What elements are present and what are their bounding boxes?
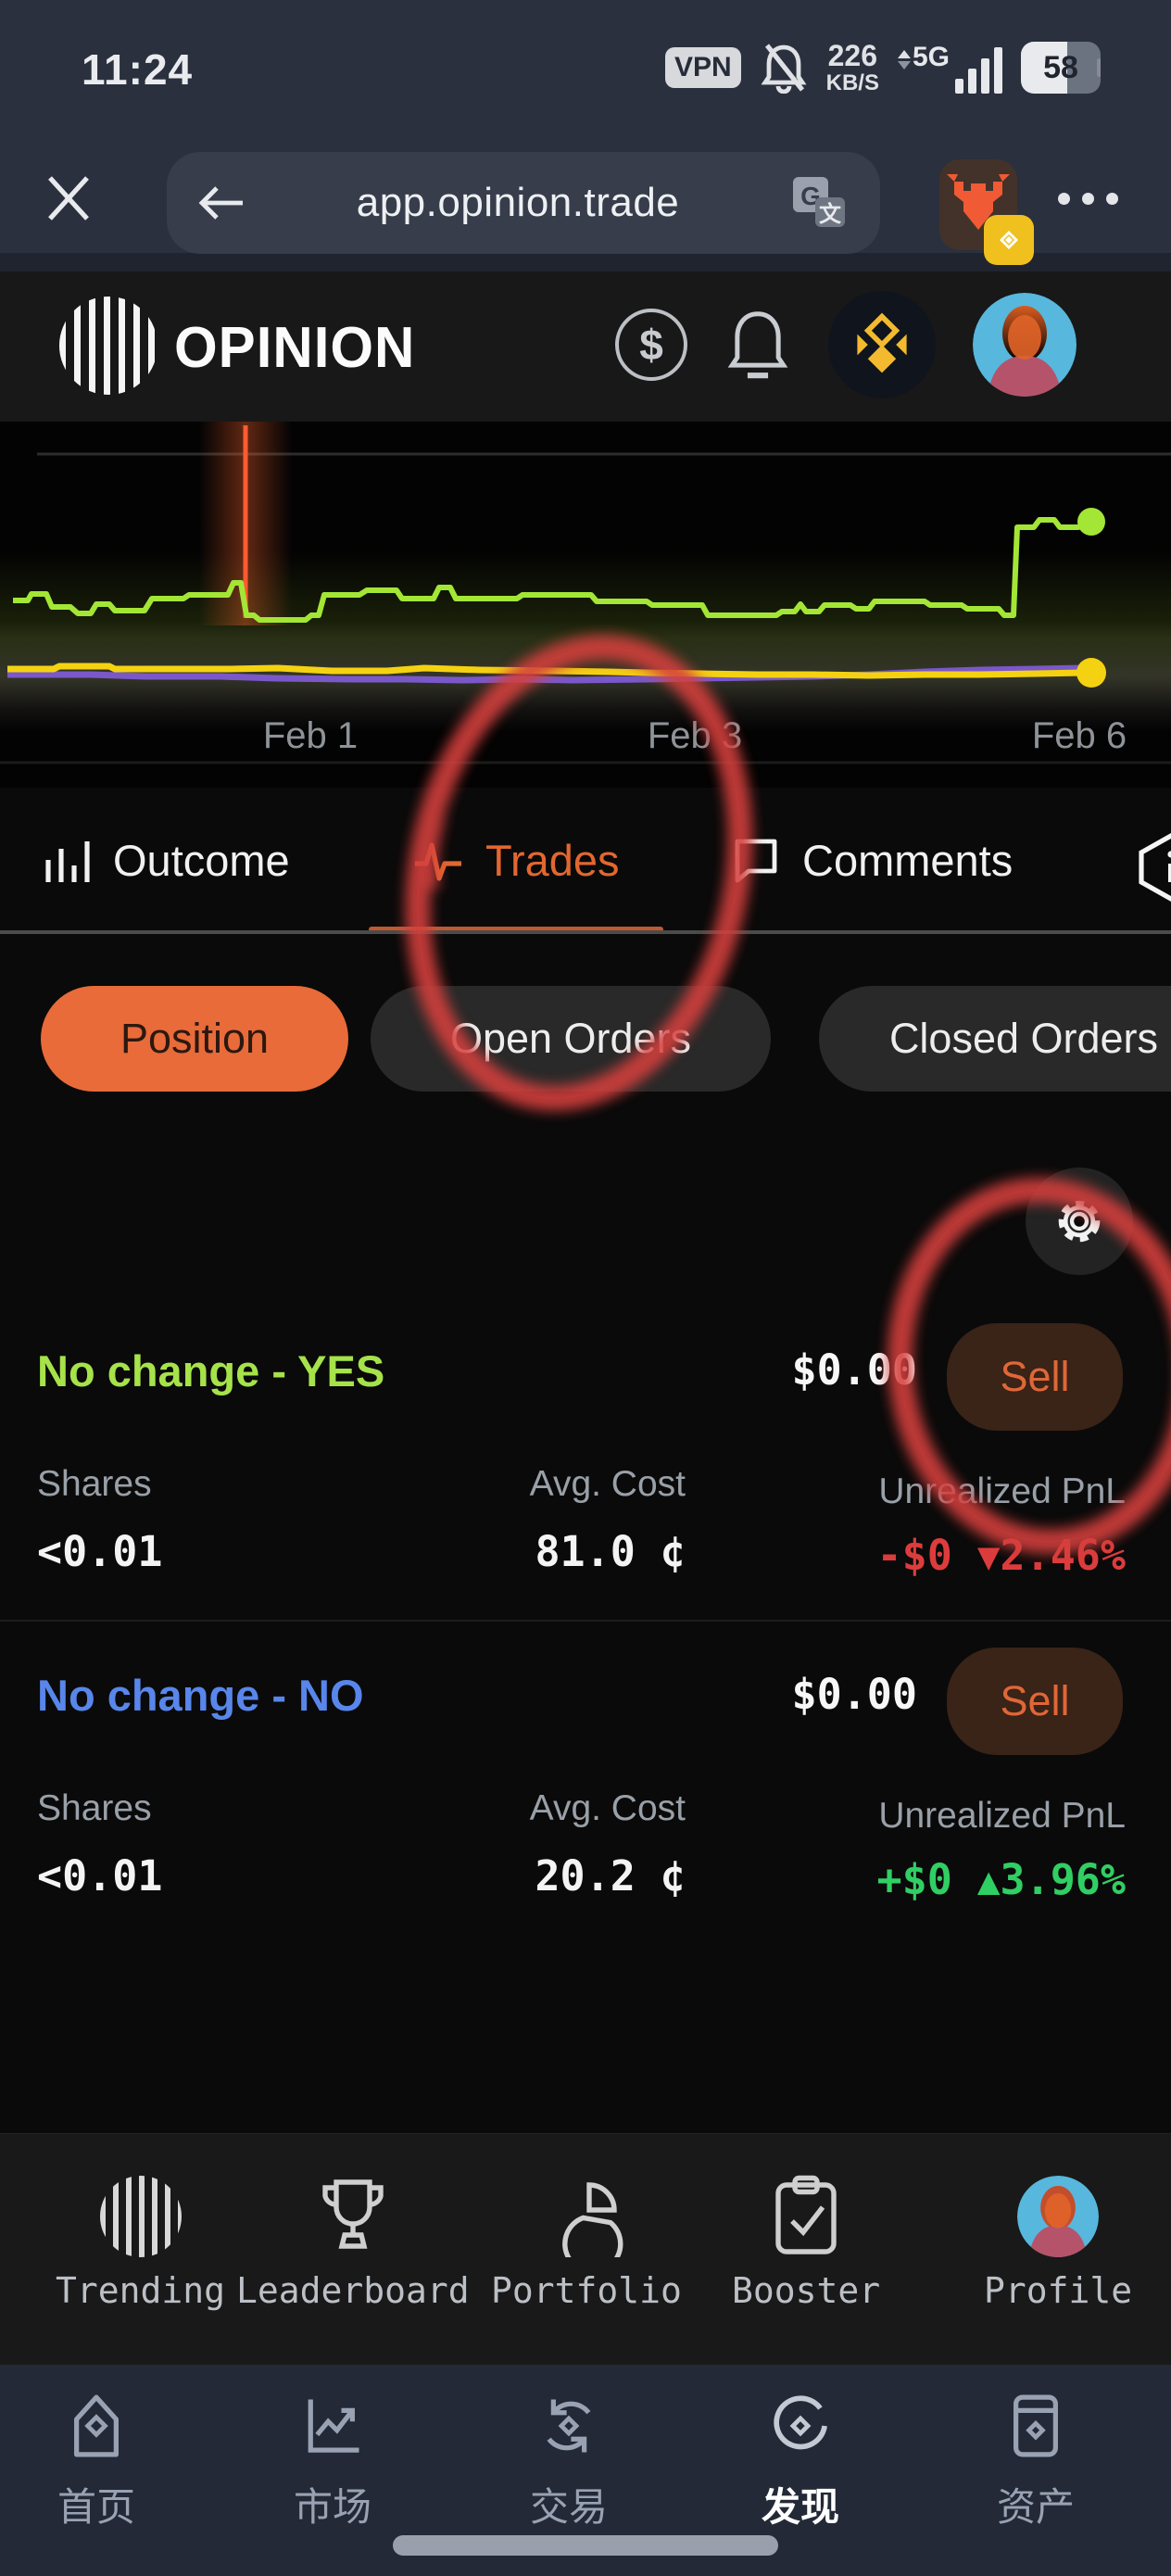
chart-endpoint-yellow xyxy=(1077,658,1106,688)
clock: 11:24 xyxy=(82,45,194,94)
filter-position[interactable]: Position xyxy=(41,986,348,1092)
url-bar[interactable]: app.opinion.trade G 文 xyxy=(167,152,880,254)
shares-value: <0.01 xyxy=(37,1851,163,1900)
position-value: $0.00 xyxy=(791,1345,917,1395)
chart-endpoint-green xyxy=(1077,508,1105,536)
shares-label: Shares xyxy=(37,1788,152,1828)
positions-divider xyxy=(0,1620,1171,1622)
chart-line-green xyxy=(13,517,1091,623)
tab-comments[interactable]: Comments xyxy=(730,834,1013,886)
status-icons: VPN 226 KB/S 5G 58 xyxy=(664,35,1101,100)
notifications-bell-icon[interactable] xyxy=(724,306,791,384)
vpn-badge: VPN xyxy=(664,47,741,88)
avg-cost-value: 81.0 ¢ xyxy=(535,1527,686,1576)
sell-button-yes[interactable]: Sell xyxy=(947,1323,1123,1431)
waveform-icon xyxy=(415,842,461,881)
sell-button-no[interactable]: Sell xyxy=(947,1648,1123,1755)
pnl-label: Unrealized PnL xyxy=(878,1471,1126,1511)
balance-icon[interactable]: $ xyxy=(615,309,687,381)
translate-icon[interactable]: G 文 xyxy=(789,173,849,233)
profile-mini-avatar-icon xyxy=(1017,2176,1100,2257)
svg-text:文: 文 xyxy=(819,201,842,227)
app-bottom-nav xyxy=(0,2133,1171,2365)
nav-booster[interactable]: Booster xyxy=(732,2170,880,2311)
market-chart-icon xyxy=(308,2399,359,2453)
position-settings-button[interactable] xyxy=(1026,1168,1133,1275)
nav-profile[interactable]: Profile xyxy=(984,2170,1132,2311)
opinion-logo-icon xyxy=(59,297,157,395)
nav-trending[interactable]: Trending xyxy=(56,2170,225,2311)
home-icon xyxy=(74,2394,119,2457)
detail-tabs: Outcome Trades Comments xyxy=(0,788,1171,934)
bell-muted-icon xyxy=(761,44,807,94)
x-tick-feb1: Feb 1 xyxy=(263,715,358,756)
trophy-icon xyxy=(322,2179,384,2249)
brand-name: OPINION xyxy=(174,314,416,380)
position-outcome-no: No change - NO xyxy=(37,1671,364,1720)
position-value: $0.00 xyxy=(791,1670,917,1719)
filter-open-orders[interactable]: Open Orders xyxy=(371,986,771,1092)
chrome-divider xyxy=(0,253,1171,271)
shares-label: Shares xyxy=(37,1464,152,1504)
browser-menu-icon[interactable] xyxy=(1058,193,1118,205)
nav-leaderboard[interactable]: Leaderboard xyxy=(236,2170,470,2311)
avg-cost-label: Avg. Cost xyxy=(529,1464,686,1504)
avg-cost-value: 20.2 ¢ xyxy=(535,1851,686,1900)
tab-outcome[interactable]: Outcome xyxy=(41,834,290,886)
battery-indicator: 58 xyxy=(1021,42,1101,94)
tabs-divider xyxy=(0,930,1171,934)
price-chart[interactable]: Feb 1 Feb 3 Feb 6 xyxy=(0,422,1171,788)
bar-chart-icon xyxy=(45,841,90,882)
booster-clipboard-icon xyxy=(775,2175,837,2254)
url-text[interactable]: app.opinion.trade xyxy=(356,180,680,225)
network-speed: 226 KB/S xyxy=(825,39,879,95)
profile-avatar[interactable] xyxy=(973,293,1077,397)
close-tab-icon[interactable] xyxy=(43,172,94,224)
trade-swap-icon xyxy=(547,2399,591,2453)
updown-arrows-icon xyxy=(897,50,911,69)
comment-icon xyxy=(735,839,777,883)
tab-trades[interactable]: Trades xyxy=(411,834,620,886)
info-icon[interactable] xyxy=(1134,832,1171,903)
x-tick-feb6: Feb 6 xyxy=(1032,715,1127,756)
bnb-chain-icon[interactable] xyxy=(828,291,936,398)
avg-cost-label: Avg. Cost xyxy=(529,1788,686,1828)
nav-portfolio[interactable]: Portfolio xyxy=(491,2170,682,2311)
trending-icon xyxy=(99,2176,182,2257)
discover-icon xyxy=(774,2395,827,2450)
back-icon[interactable] xyxy=(198,184,246,221)
pnl-value: +$0 ▲3.96% xyxy=(876,1855,1126,1904)
bnav-assets[interactable]: 资产 xyxy=(997,2391,1075,2532)
pnl-label: Unrealized PnL xyxy=(878,1796,1126,1836)
filter-closed-orders[interactable]: Closed Orders xyxy=(819,986,1171,1092)
position-outcome-yes: No change - YES xyxy=(37,1346,385,1395)
signal-bars-icon xyxy=(955,45,1002,94)
assets-wallet-icon xyxy=(1014,2394,1058,2457)
home-indicator[interactable] xyxy=(393,2535,778,2556)
bnav-discover[interactable]: 发现 xyxy=(762,2391,839,2532)
bnav-trade[interactable]: 交易 xyxy=(530,2391,608,2532)
pnl-value: -$0 ▼2.46% xyxy=(876,1531,1126,1580)
x-tick-feb3: Feb 3 xyxy=(648,715,742,756)
shares-value: <0.01 xyxy=(37,1527,163,1576)
bnav-market[interactable]: 市场 xyxy=(294,2391,371,2532)
signal-indicator: 5G xyxy=(897,42,1002,94)
bnb-badge-icon xyxy=(984,215,1034,265)
pie-chart-icon xyxy=(562,2182,623,2257)
bnav-home[interactable]: 首页 xyxy=(57,2391,135,2532)
gear-icon xyxy=(1058,1200,1101,1243)
